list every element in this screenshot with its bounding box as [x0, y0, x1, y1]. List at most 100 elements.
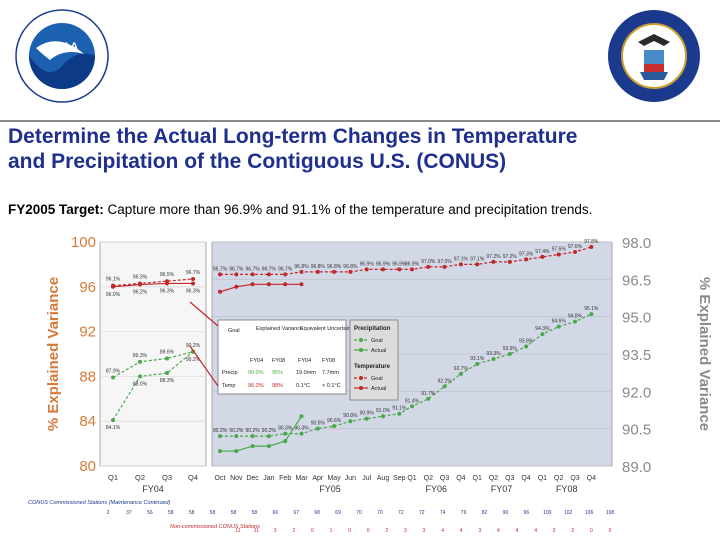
pointer-line — [189, 345, 219, 387]
fy04-temp-actual-label: 96.2% — [133, 290, 148, 296]
month-label: Sep — [393, 475, 406, 482]
inset-col-uncertainty: Equivalent Uncertainty (end/century) — [300, 326, 389, 332]
commissioned-count: 72 — [419, 510, 425, 516]
noncommissioned-count: 0 — [609, 528, 612, 534]
commissioned-count: 82 — [482, 510, 488, 516]
temp-goal-point — [364, 267, 369, 272]
temp-goal-point — [348, 269, 353, 274]
temp-goal-label: 96.7% — [262, 266, 277, 272]
future-quarter-label: Q4 — [521, 475, 530, 482]
fy04-temp-goal-point — [191, 276, 195, 281]
inset-row-v1: 96.3% — [248, 383, 264, 389]
fy04-temp-goal-line — [112, 278, 194, 287]
right-axis-label: % Explained Variance — [696, 277, 713, 431]
precip-goal-label: 94.3% — [535, 326, 550, 332]
fy04-temp-actual-point — [191, 281, 195, 286]
fy04-quarter-label: Q2 — [135, 473, 145, 482]
precip-goal-point — [315, 426, 320, 431]
precip-goal-label: 90.2% — [246, 428, 261, 434]
right-tick-label: 96.5 — [622, 272, 651, 289]
precip-goal-label: 90.3% — [278, 426, 293, 432]
noncommissioned-count: 4 — [497, 528, 500, 534]
precip-goal-point — [507, 352, 512, 356]
temp-goal-point — [491, 259, 496, 264]
fy04-temp-actual-label: 96.0% — [106, 292, 121, 298]
temp-goal-label: 96.7% — [278, 266, 293, 272]
commissioned-count: 58 — [168, 510, 174, 516]
temp-goal-point — [397, 267, 402, 272]
fy04-precip-goal-point — [111, 375, 115, 380]
fy04-precip-actual-point — [138, 374, 142, 379]
right-tick-label: 89.0 — [622, 459, 651, 476]
month-label: Oct — [215, 475, 226, 482]
temp-goal-label: 96.7% — [213, 266, 228, 272]
temp-goal-label: 97.4% — [535, 249, 550, 255]
temp-actual-line — [219, 283, 302, 293]
commissioned-count: 58 — [231, 510, 237, 516]
temp-goal-label: 97.6% — [568, 244, 583, 250]
commissioned-count: 74 — [440, 510, 446, 516]
noncommissioned-count: 4 — [441, 528, 444, 534]
precip-goal-label: 94.6% — [552, 319, 567, 325]
temp-goal-label: 97.0% — [438, 259, 453, 265]
commissioned-count: 96 — [524, 510, 530, 516]
month-label: Jan — [263, 475, 274, 482]
fy04-precip-goal-point — [165, 356, 169, 361]
precip-actual-point — [234, 449, 239, 454]
fy04-precip-actual-line — [112, 351, 194, 421]
commerce-seal-logo — [608, 10, 700, 102]
fy04-precip-actual-label: 88.3% — [160, 378, 175, 384]
temp-goal-label: 96.9% — [360, 261, 375, 267]
commissioned-count: 67 — [293, 510, 299, 516]
left-tick-label: 88 — [79, 368, 96, 385]
precip-goal-point — [218, 434, 222, 439]
temp-actual-point — [218, 289, 222, 294]
noncommissioned-count: 0 — [348, 528, 351, 534]
temp-goal-point — [283, 272, 288, 277]
month-label: May — [327, 475, 341, 482]
precip-goal-label: 90.9% — [360, 411, 375, 417]
future-quarter-label: Q2 — [554, 475, 563, 482]
commissioned-count: 58 — [252, 510, 258, 516]
month-label: Aug — [377, 475, 390, 482]
precip-goal-label: 91.0% — [376, 408, 391, 414]
precip-goal-point — [426, 396, 431, 401]
precip-goal-label: 92.7% — [454, 366, 469, 372]
temp-goal-point — [299, 269, 304, 274]
right-tick-label: 95.0 — [622, 310, 651, 327]
temp-goal-point — [573, 249, 577, 254]
precip-goal-line — [220, 313, 592, 437]
fy04-precip-goal-point — [138, 359, 142, 364]
fy04-precip-goal-label: 87.9% — [106, 369, 121, 375]
temp-goal-label: 96.9% — [405, 261, 420, 267]
precip-actual-point — [266, 444, 271, 449]
month-label: Nov — [230, 475, 243, 482]
legend-entry: Actual — [371, 348, 386, 354]
noncommissioned-count: 2 — [385, 528, 388, 534]
inset-sub-fy04: FY04 — [250, 358, 263, 364]
temp-goal-label: 97.1% — [454, 256, 469, 262]
future-quarter-label: Q1 — [538, 475, 547, 482]
precip-goal-point — [410, 404, 414, 409]
fiscal-year-label: FY06 — [426, 484, 448, 494]
legend-box — [349, 319, 399, 401]
temp-goal-point — [250, 272, 255, 277]
precip-goal-point — [540, 332, 545, 337]
precip-goal-point — [283, 431, 288, 436]
legend-precip-title: Precipitation — [354, 326, 391, 332]
temp-goal-point — [315, 269, 320, 274]
precip-goal-label: 90.2% — [262, 428, 277, 434]
noncommissioned-count: 2 — [553, 528, 556, 534]
precip-goal-label: 90.3% — [294, 426, 309, 432]
future-quarter-label: Q3 — [570, 475, 579, 482]
precip-goal-label: 90.6% — [327, 418, 342, 424]
temp-goal-line — [220, 246, 592, 275]
inset-row-v4: 7.7mm — [322, 370, 339, 376]
temp-goal-point — [234, 272, 239, 277]
fy04-quarter-label: Q3 — [162, 473, 172, 482]
commissioned-count: 72 — [398, 510, 404, 516]
left-tick-label: 84 — [79, 413, 96, 430]
title-line-1: Determine the Actual Long-term Changes i… — [8, 125, 578, 148]
temp-goal-point — [410, 267, 414, 272]
target-text: Capture more than 96.9% and 91.1% of the… — [103, 202, 593, 217]
